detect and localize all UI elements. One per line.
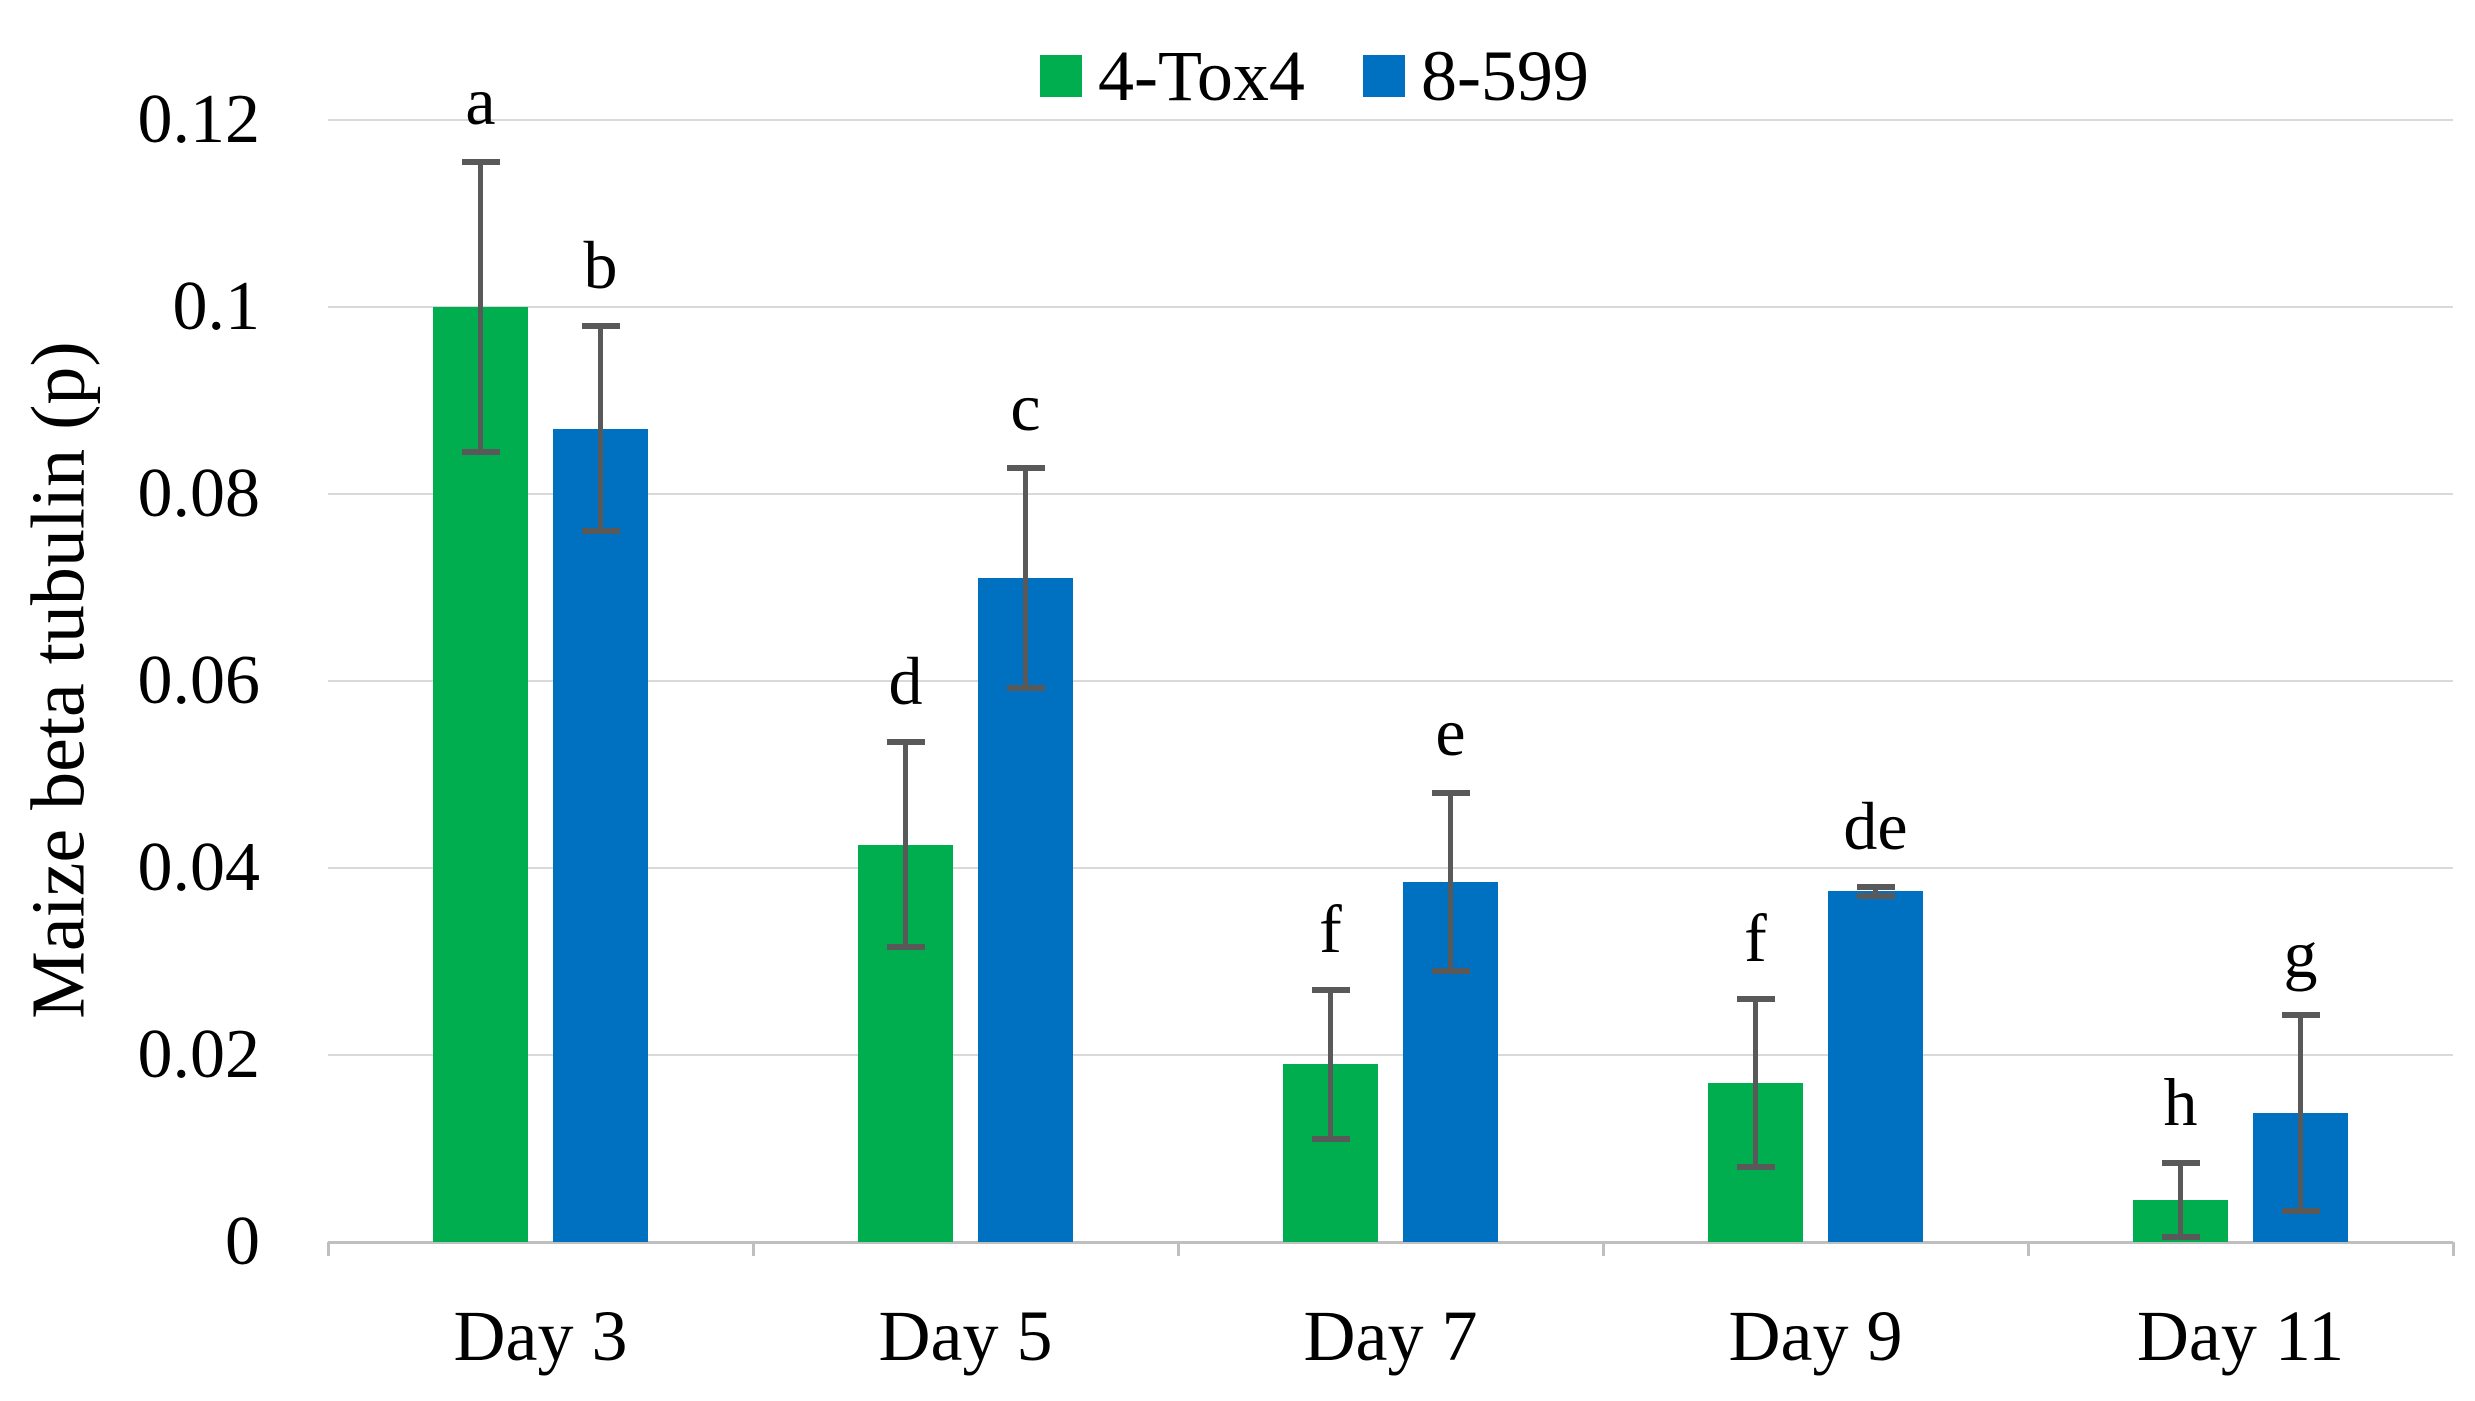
x-axis-tick: [1602, 1242, 1605, 1256]
y-tick-label: 0.08: [137, 455, 261, 532]
x-axis-tick: [752, 1242, 755, 1256]
error-bar: [598, 325, 603, 532]
legend-item-series-1: 4-Tox4: [1040, 40, 1305, 112]
y-tick-label: 0: [225, 1203, 260, 1280]
bar-8-599-day-9: [1828, 891, 1923, 1242]
legend-swatch-green-icon: [1040, 55, 1082, 97]
x-axis-tick: [2027, 1242, 2030, 1256]
error-bar-cap-bottom: [1006, 685, 1045, 692]
error-bar-cap-top: [2281, 1011, 2320, 1018]
error-bar: [1753, 998, 1758, 1168]
gridline: [328, 119, 2453, 121]
error-bar-cap-bottom: [2161, 1234, 2200, 1241]
x-axis-tick: [327, 1242, 330, 1256]
legend-swatch-blue-icon: [1362, 55, 1405, 97]
significance-letter: de: [1843, 787, 1908, 864]
gridline: [328, 1054, 2453, 1056]
error-bar-cap-top: [1006, 464, 1045, 471]
error-bar-cap-top: [581, 322, 620, 329]
legend-label-series-1: 4-Tox4: [1098, 36, 1305, 116]
legend-item-series-2: 8-599: [1362, 36, 1589, 116]
y-tick-label: 0.02: [137, 1016, 261, 1093]
gridline: [328, 867, 2453, 869]
error-bar-cap-bottom: [1311, 1136, 1350, 1143]
y-tick-label: 0.12: [137, 81, 261, 158]
error-bar: [2178, 1162, 2183, 1238]
error-bar-cap-bottom: [2281, 1208, 2320, 1215]
significance-letter: a: [465, 63, 496, 140]
error-bar-cap-bottom: [886, 944, 925, 951]
error-bar-cap-top: [1311, 986, 1350, 993]
chart-legend: 4-Tox4 8-599: [1040, 40, 1589, 112]
error-bar: [1328, 989, 1333, 1140]
y-tick-label: 0.04: [137, 829, 261, 906]
bar-4-Tox4-day-3: [433, 307, 528, 1242]
significance-letter: b: [583, 226, 618, 303]
x-category-label: Day 11: [2136, 1296, 2345, 1376]
error-bar-cap-top: [1856, 883, 1895, 890]
x-axis-line: [328, 1241, 2453, 1244]
y-tick-label: 0.1: [172, 268, 261, 345]
significance-letter: f: [1744, 899, 1767, 976]
error-bar: [1873, 886, 1878, 897]
x-category-label: Day 7: [1303, 1296, 1478, 1376]
legend-label-series-2: 8-599: [1420, 36, 1589, 116]
gridline: [328, 493, 2453, 495]
x-axis-tick: [1177, 1242, 1180, 1256]
error-bar-cap-top: [886, 738, 925, 745]
error-bar: [2298, 1014, 2303, 1212]
error-bar-cap-bottom: [1856, 893, 1895, 900]
significance-letter: g: [2283, 915, 2318, 992]
error-bar-cap-top: [461, 159, 500, 166]
error-bar: [903, 741, 908, 948]
y-tick-label: 0.06: [137, 642, 261, 719]
significance-letter: f: [1319, 890, 1342, 967]
error-bar-cap-bottom: [1736, 1164, 1775, 1171]
significance-letter: h: [2163, 1063, 2198, 1140]
error-bar-cap-top: [2161, 1159, 2200, 1166]
significance-letter: d: [888, 642, 923, 719]
error-bar-cap-bottom: [581, 528, 620, 535]
bar-8-599-day-3: [553, 428, 648, 1242]
gridline: [328, 306, 2453, 308]
error-bar-cap-bottom: [1431, 967, 1470, 974]
gridline: [328, 680, 2453, 682]
x-category-label: Day 9: [1728, 1296, 1903, 1376]
error-bar-cap-top: [1431, 790, 1470, 797]
x-category-label: Day 5: [878, 1296, 1053, 1376]
x-axis-tick: [2452, 1242, 2455, 1256]
error-bar: [1023, 467, 1028, 689]
error-bar-cap-bottom: [461, 448, 500, 455]
error-bar: [1448, 793, 1453, 971]
x-category-label: Day 3: [453, 1296, 628, 1376]
error-bar: [478, 162, 483, 452]
significance-letter: e: [1435, 694, 1466, 771]
error-bar-cap-top: [1736, 995, 1775, 1002]
significance-letter: c: [1010, 368, 1041, 445]
